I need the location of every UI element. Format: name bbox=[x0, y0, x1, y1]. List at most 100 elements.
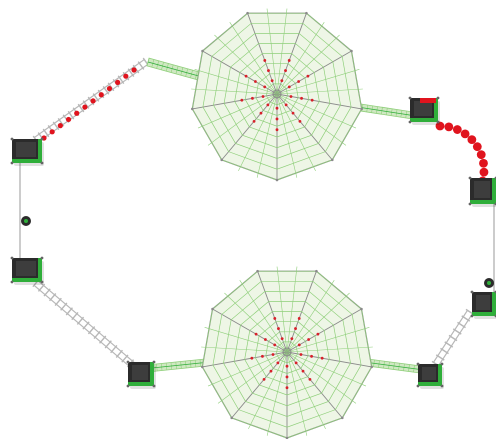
net-bridge-rope bbox=[363, 361, 425, 371]
web-anchor bbox=[246, 11, 249, 15]
web-knot bbox=[273, 343, 277, 347]
walkway-right-lower bbox=[431, 308, 475, 368]
web-knot bbox=[275, 106, 279, 110]
walkway-plank bbox=[461, 315, 471, 322]
platform-post bbox=[408, 96, 412, 100]
web-anchor bbox=[201, 365, 204, 369]
walkway-plank bbox=[117, 75, 125, 85]
platform-trim-side bbox=[492, 178, 496, 204]
walkway-plank bbox=[435, 354, 445, 361]
red-bead bbox=[82, 104, 88, 110]
platform-post bbox=[10, 161, 14, 165]
web-anchor bbox=[201, 49, 204, 53]
web-knot bbox=[287, 59, 291, 62]
walkway-plank bbox=[452, 328, 462, 335]
platform-trim-bottom bbox=[12, 278, 42, 282]
platform-post bbox=[440, 384, 444, 388]
web-mesh-line bbox=[197, 93, 278, 129]
web-knot bbox=[275, 117, 279, 121]
platform-panel bbox=[474, 181, 490, 198]
web-knot bbox=[280, 337, 284, 341]
web-knot bbox=[316, 332, 320, 336]
web-mesh-line bbox=[286, 279, 335, 353]
web-knot bbox=[297, 80, 300, 83]
red-bead bbox=[65, 116, 72, 123]
web-knot bbox=[289, 95, 293, 98]
red-bead-large bbox=[460, 129, 470, 139]
platform-trim-side bbox=[438, 364, 442, 386]
web-knot bbox=[252, 119, 256, 123]
red-bead-large bbox=[467, 135, 477, 145]
platform-post bbox=[40, 256, 44, 260]
platform-post bbox=[126, 384, 130, 388]
walkway-plank bbox=[110, 345, 118, 354]
red-bead-large bbox=[444, 122, 454, 132]
cables-layer bbox=[19, 162, 495, 300]
walkway-plank bbox=[121, 354, 129, 363]
web-knot bbox=[266, 103, 270, 107]
web-mesh-line bbox=[276, 93, 298, 178]
platform-bottom-left bbox=[126, 360, 156, 389]
web-knot bbox=[250, 356, 254, 360]
platforms-layer bbox=[10, 96, 496, 389]
platform-trim-side bbox=[492, 292, 496, 316]
walkway-plank bbox=[37, 283, 46, 292]
web-ring bbox=[265, 331, 309, 374]
web-knot bbox=[300, 96, 303, 100]
platform-trim-side bbox=[150, 362, 154, 386]
red-bead bbox=[123, 73, 129, 79]
web-knot bbox=[297, 343, 301, 347]
walkway-plank bbox=[65, 307, 73, 316]
spider-web-net-top bbox=[191, 8, 363, 182]
web-mesh-line bbox=[286, 351, 326, 429]
web-mesh-line bbox=[266, 351, 288, 436]
web-knot bbox=[251, 96, 254, 100]
spider-web-net-bottom bbox=[201, 266, 373, 439]
platform-post bbox=[126, 360, 130, 364]
platform-panel bbox=[132, 365, 148, 380]
web-mesh-line bbox=[207, 93, 278, 146]
platform-trim-side bbox=[38, 258, 42, 282]
red-bead-large bbox=[435, 121, 445, 131]
platform-post bbox=[152, 384, 156, 388]
walkway-plank bbox=[77, 103, 85, 113]
web-knot bbox=[284, 69, 287, 72]
platform-post bbox=[152, 360, 156, 364]
web-mesh-line bbox=[207, 351, 288, 387]
platform-trim-bottom bbox=[418, 382, 442, 386]
web-mesh-line bbox=[286, 351, 308, 436]
web-knot bbox=[299, 353, 303, 356]
red-bead bbox=[49, 129, 55, 135]
web-mesh-line bbox=[266, 8, 278, 95]
web-mesh-line bbox=[239, 279, 288, 353]
web-mesh-line bbox=[229, 21, 278, 95]
web-ring bbox=[244, 311, 330, 396]
web-knot bbox=[298, 119, 302, 123]
web-anchor bbox=[360, 307, 363, 311]
web-knot bbox=[285, 375, 289, 379]
web-mesh-line bbox=[286, 292, 350, 353]
web-mesh-line bbox=[286, 351, 367, 387]
platform-post bbox=[40, 280, 44, 284]
web-knot bbox=[254, 332, 258, 336]
platform-panel bbox=[16, 142, 36, 157]
walkway-plank bbox=[444, 341, 454, 348]
platform-trim-bottom bbox=[128, 382, 154, 386]
web-mesh-line bbox=[276, 34, 340, 95]
web-anchor bbox=[315, 269, 318, 273]
red-bead-large bbox=[479, 167, 489, 177]
web-mesh-line bbox=[214, 34, 278, 95]
web-hub bbox=[282, 347, 292, 357]
web-knot bbox=[307, 338, 310, 341]
web-mesh-line bbox=[286, 327, 370, 353]
wheel-left-hub bbox=[24, 219, 28, 223]
web-mesh-line bbox=[276, 88, 363, 95]
red-bead-large bbox=[452, 125, 462, 134]
platform-post bbox=[468, 176, 472, 180]
web-mesh-line bbox=[286, 351, 357, 404]
walkway-plank bbox=[42, 128, 50, 138]
web-knot bbox=[254, 80, 257, 83]
web-knot bbox=[285, 364, 289, 368]
web-ring bbox=[276, 341, 298, 364]
web-knot bbox=[240, 98, 244, 102]
